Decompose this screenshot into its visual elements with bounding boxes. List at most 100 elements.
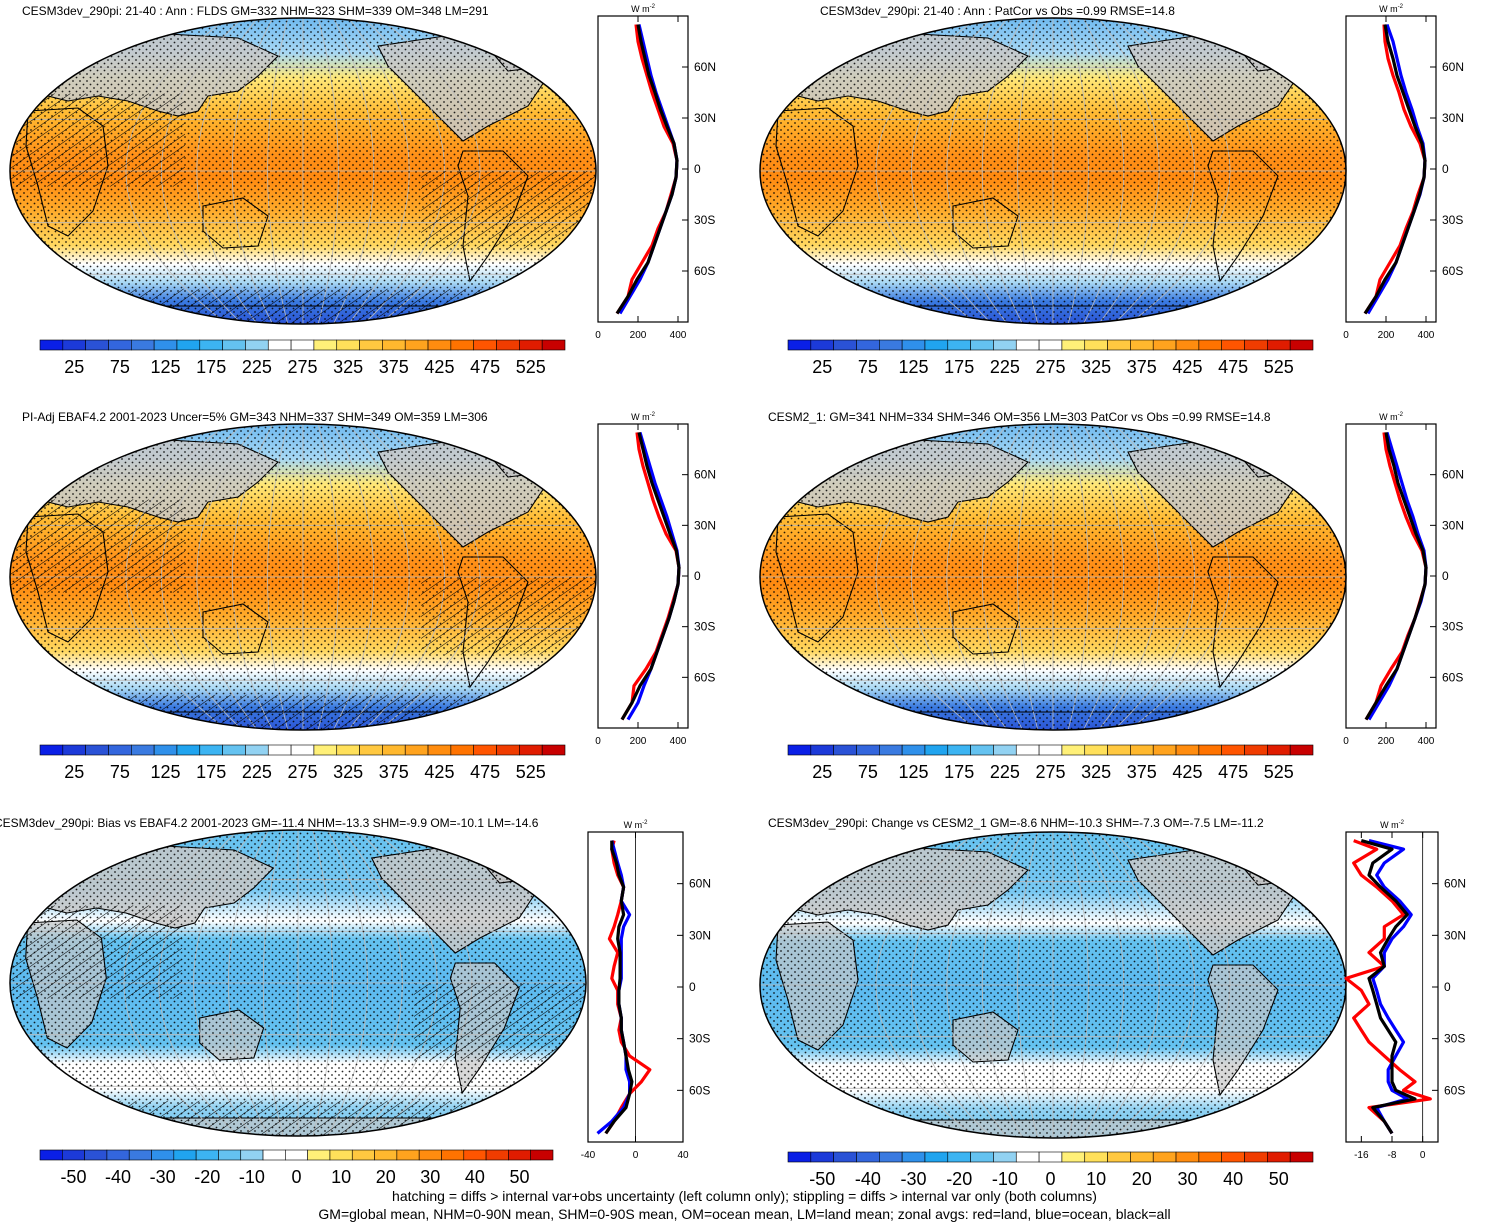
- panel-title: CESM3dev_290pi: Bias vs EBAF4.2 2001-202…: [0, 816, 539, 830]
- hatching: [10, 694, 596, 730]
- colorbar-swatch: [947, 339, 971, 351]
- colorbar-swatch: [1015, 339, 1040, 351]
- colorbar-swatch: [924, 339, 949, 351]
- colorbar-swatch: [1038, 744, 1063, 756]
- colorbar-label: 325: [1081, 762, 1111, 782]
- colorbar-label: 75: [858, 762, 878, 782]
- stippling: [760, 832, 1346, 1138]
- colorbar-swatch: [1221, 1151, 1245, 1163]
- colorbar-swatch: [1130, 339, 1154, 351]
- ytick-label: 0: [1442, 569, 1449, 583]
- colorbar-label: 375: [1127, 762, 1157, 782]
- colorbar-swatch: [245, 744, 269, 756]
- colorbar-label: 25: [64, 357, 84, 377]
- colorbar-swatch: [1107, 744, 1131, 756]
- colorbar-swatch: [1061, 1151, 1086, 1163]
- colorbar-swatch: [1107, 1151, 1131, 1163]
- colorbar-swatch: [530, 1149, 554, 1161]
- colorbar-label: -10: [992, 1169, 1018, 1189]
- zonal-unit: W m-2: [631, 412, 655, 422]
- colorbar-swatch: [810, 339, 834, 351]
- colorbar-swatch: [1084, 339, 1108, 351]
- zonal-all-line: [1363, 24, 1427, 315]
- colorbar-swatch: [285, 1149, 308, 1161]
- colorbar-label: 425: [1172, 357, 1202, 377]
- colorbar-swatch: [262, 1149, 286, 1161]
- colorbar-label: -20: [194, 1167, 220, 1187]
- colorbar-label: 175: [944, 762, 974, 782]
- colorbar-swatch: [106, 1149, 130, 1161]
- colorbar-swatch: [128, 1149, 152, 1161]
- colorbar-swatch: [1244, 1151, 1268, 1163]
- colorbar-swatch: [195, 1149, 219, 1161]
- colorbar-label: 0: [1045, 1169, 1055, 1189]
- xtick-label: 400: [670, 736, 687, 747]
- colorbar: 25 75 125 175 225 275 325 375 425 475 525: [39, 744, 566, 782]
- xtick-label: 400: [1418, 736, 1435, 747]
- colorbar-label: 325: [333, 357, 363, 377]
- colorbar-label: 325: [333, 762, 363, 782]
- ytick-label: 60S: [689, 1083, 710, 1097]
- xtick-label: 200: [1378, 330, 1395, 341]
- colorbar: 25 75 125 175 225 275 325 375 425 475 525: [39, 339, 566, 377]
- colorbar-swatch: [541, 744, 566, 756]
- colorbar-label: 275: [1035, 357, 1065, 377]
- colorbar-swatch: [970, 339, 994, 351]
- colorbar-swatch: [404, 744, 429, 756]
- colorbar-swatch: [496, 339, 520, 351]
- ytick-label: 60S: [694, 264, 715, 278]
- colorbar-swatch: [970, 1151, 994, 1163]
- colorbar-label: 375: [379, 357, 409, 377]
- colorbar-swatch: [427, 744, 452, 756]
- colorbar-label: 225: [990, 762, 1020, 782]
- colorbar-swatch: [84, 1149, 108, 1161]
- colorbar-label: 0: [291, 1167, 301, 1187]
- colorbar-swatch: [1198, 744, 1222, 756]
- ytick-label: 0: [694, 162, 701, 176]
- zonal-all-line: [1360, 839, 1417, 1135]
- colorbar-swatch: [879, 744, 903, 756]
- colorbar-swatch: [222, 339, 246, 351]
- ytick-label: 60N: [1442, 468, 1464, 482]
- hatching: [10, 499, 185, 593]
- colorbar-swatch: [418, 1149, 442, 1161]
- stippling: [760, 18, 1346, 324]
- colorbar-label: 225: [242, 762, 272, 782]
- xtick-label: 0: [1420, 1150, 1426, 1161]
- colorbar-label: 175: [196, 357, 226, 377]
- zonal-unit: W m-2: [631, 4, 655, 14]
- global-map: [9, 829, 587, 1137]
- colorbar-swatch: [856, 744, 880, 756]
- colorbar-swatch: [879, 339, 903, 351]
- footer-note-hatching: hatching = diffs > internal var+obs unce…: [392, 1188, 1097, 1204]
- colorbar-label: 525: [516, 762, 546, 782]
- colorbar-swatch: [85, 744, 109, 756]
- xtick-label: 200: [1378, 736, 1395, 747]
- colorbar-label: 10: [331, 1167, 351, 1187]
- colorbar-label: 525: [516, 357, 546, 377]
- colorbar-swatch: [1267, 744, 1291, 756]
- colorbar-swatch: [1267, 339, 1291, 351]
- colorbar-swatch: [1107, 339, 1131, 351]
- colorbar-swatch: [153, 744, 178, 756]
- colorbar-label: 425: [1172, 762, 1202, 782]
- colorbar-swatch: [833, 1151, 857, 1163]
- colorbar-swatch: [993, 744, 1017, 756]
- colorbar-swatch: [108, 339, 132, 351]
- ytick-label: 60N: [1442, 60, 1464, 74]
- colorbar-swatch: [1244, 744, 1268, 756]
- colorbar-swatch: [947, 1151, 971, 1163]
- colorbar-swatch: [62, 1149, 85, 1161]
- colorbar-swatch: [39, 744, 64, 756]
- ytick-label: 30N: [694, 111, 716, 125]
- colorbar-label: 75: [110, 762, 130, 782]
- colorbar-swatch: [810, 1151, 834, 1163]
- hatching: [10, 1100, 586, 1136]
- colorbar-swatch: [336, 744, 360, 756]
- xtick-label: 0: [595, 330, 601, 341]
- colorbar-swatch: [290, 339, 315, 351]
- colorbar-swatch: [810, 744, 834, 756]
- colorbar-swatch: [313, 339, 338, 351]
- colorbar-swatch: [1198, 339, 1222, 351]
- colorbar-swatch: [1061, 744, 1086, 756]
